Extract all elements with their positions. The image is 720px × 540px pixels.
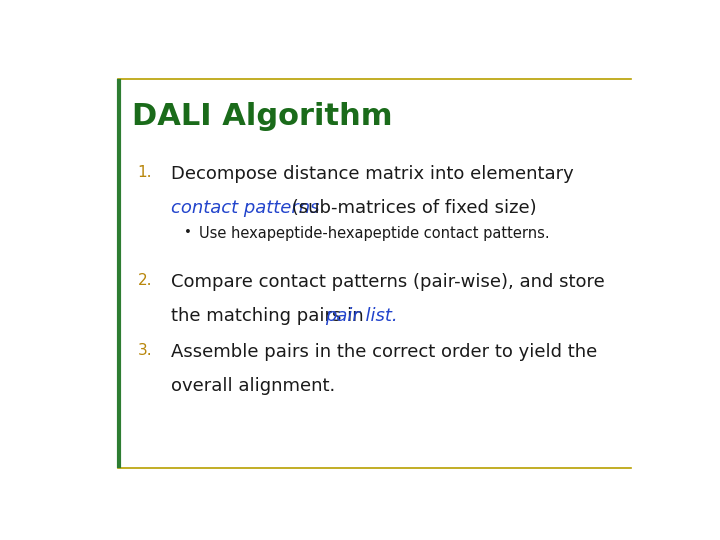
Text: Decompose distance matrix into elementary: Decompose distance matrix into elementar… [171,165,574,183]
Text: Compare contact patterns (pair-wise), and store: Compare contact patterns (pair-wise), an… [171,273,605,291]
Text: contact patterns: contact patterns [171,199,320,217]
Text: 3.: 3. [138,343,152,359]
Text: Use hexapeptide-hexapeptide contact patterns.: Use hexapeptide-hexapeptide contact patt… [199,226,549,241]
Text: Assemble pairs in the correct order to yield the: Assemble pairs in the correct order to y… [171,343,597,361]
Text: 1.: 1. [138,165,152,180]
Text: •: • [184,226,192,239]
Text: DALI Algorithm: DALI Algorithm [132,102,392,131]
Text: overall alignment.: overall alignment. [171,377,335,395]
Text: (sub-matrices of fixed size): (sub-matrices of fixed size) [286,199,536,217]
Text: the matching pairs in: the matching pairs in [171,307,369,325]
Text: 2.: 2. [138,273,152,288]
Text: pair list.: pair list. [325,307,397,325]
